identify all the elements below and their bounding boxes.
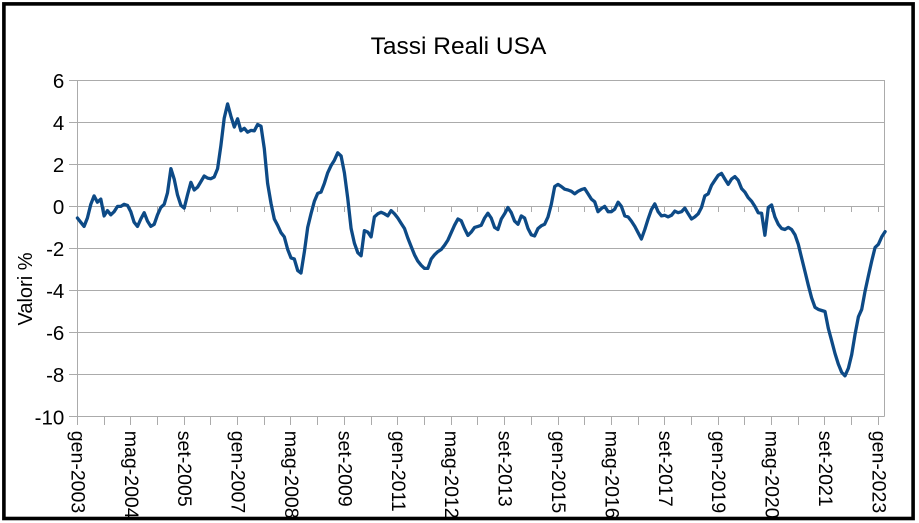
svg-text:set-2005: set-2005: [173, 431, 195, 507]
svg-text:gen-2019: gen-2019: [707, 431, 729, 513]
svg-text:-10: -10: [35, 406, 65, 429]
svg-text:Tassi Reali USA: Tassi Reali USA: [371, 33, 547, 60]
svg-text:gen-2007: gen-2007: [227, 431, 249, 513]
svg-text:set-2021: set-2021: [814, 431, 836, 507]
svg-text:mag-2008: mag-2008: [280, 431, 302, 519]
svg-text:Valori %: Valori %: [15, 252, 37, 325]
svg-text:set-2017: set-2017: [654, 431, 676, 507]
svg-text:4: 4: [53, 112, 64, 135]
svg-text:set-2009: set-2009: [333, 431, 355, 507]
svg-text:mag-2012: mag-2012: [440, 431, 462, 519]
svg-text:mag-2020: mag-2020: [761, 431, 783, 519]
svg-text:-2: -2: [46, 238, 64, 261]
svg-text:-6: -6: [46, 322, 64, 345]
svg-text:-4: -4: [46, 280, 64, 303]
svg-text:set-2013: set-2013: [494, 431, 516, 507]
svg-text:gen-2011: gen-2011: [387, 431, 409, 512]
svg-text:2: 2: [53, 154, 64, 177]
svg-text:-8: -8: [46, 364, 64, 387]
svg-text:gen-2023: gen-2023: [867, 431, 889, 513]
svg-text:mag-2004: mag-2004: [120, 431, 142, 519]
svg-text:mag-2016: mag-2016: [600, 431, 622, 519]
svg-text:gen-2003: gen-2003: [66, 431, 88, 513]
svg-text:6: 6: [53, 70, 64, 93]
svg-text:0: 0: [53, 196, 64, 219]
svg-text:gen-2015: gen-2015: [547, 431, 569, 514]
